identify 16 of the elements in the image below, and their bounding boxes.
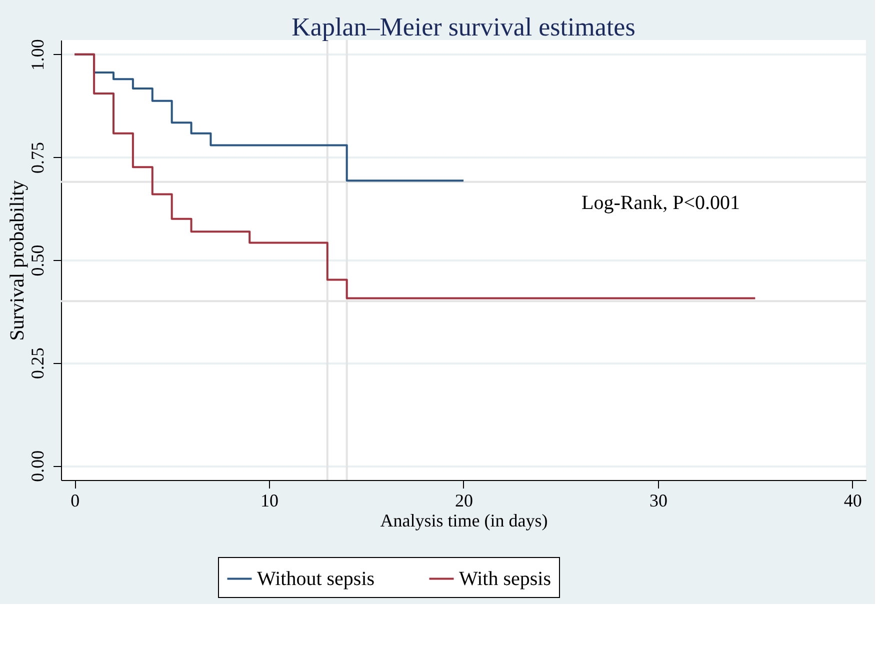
y-tick-label: 1.00 <box>28 39 48 71</box>
chart-title: Kaplan–Meier survival estimates <box>292 12 636 42</box>
y-tick-label: 0.50 <box>28 244 48 276</box>
annotation: Log-Rank, P<0.001 <box>581 192 740 214</box>
x-tick-label: 10 <box>260 490 279 510</box>
y-tick-label: 0.25 <box>28 348 48 380</box>
x-tick-label: 30 <box>649 490 668 510</box>
legend-label: With sepsis <box>459 568 552 590</box>
x-tick-label: 20 <box>455 490 473 510</box>
x-tick-label: 40 <box>844 490 862 510</box>
y-tick-label: 0.00 <box>28 450 48 482</box>
x-tick-label: 0 <box>70 490 80 510</box>
legend-label: Without sepsis <box>257 568 375 590</box>
y-tick-label: 0.75 <box>28 142 48 174</box>
y-axis-title: Survival probability <box>6 180 28 341</box>
x-axis-title: Analysis time (in days) <box>380 510 548 530</box>
